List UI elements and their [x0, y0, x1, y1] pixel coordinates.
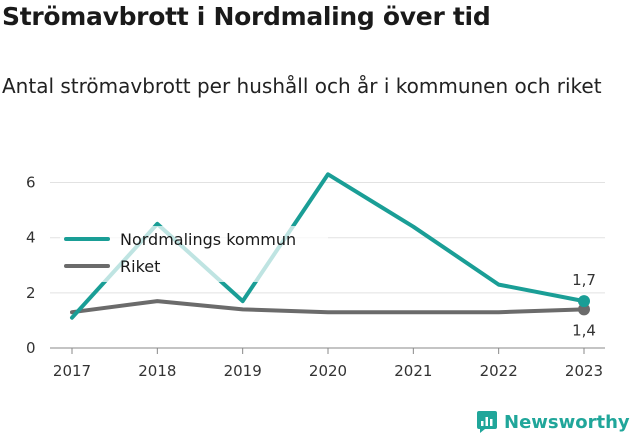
legend-background: [60, 226, 328, 282]
series-line-1: [70, 299, 586, 315]
legend: Nordmalings kommun Riket: [60, 226, 328, 282]
x-tick-label: 2021: [394, 362, 432, 380]
y-tick-label: 0: [26, 339, 36, 357]
x-tick-label: 2019: [224, 362, 262, 380]
brand-name: Newsworthy: [504, 411, 630, 433]
newsworthy-logo-icon: [477, 411, 497, 433]
x-tick-label: 2023: [565, 362, 603, 380]
series-lines: [70, 172, 590, 320]
legend-label: Nordmalings kommun: [120, 230, 296, 249]
x-tick-label: 2020: [309, 362, 347, 380]
x-tick-label: 2022: [480, 362, 518, 380]
legend-label: Riket: [120, 257, 160, 276]
x-tick-label: 2017: [53, 362, 91, 380]
series-line-0: [70, 172, 586, 320]
y-tick-label: 4: [26, 229, 36, 247]
end-value-label: 1,4: [572, 321, 596, 339]
y-axis: 0 2 4 6: [26, 174, 36, 357]
x-axis: 2017 2018 2019 2020 2021 2022 2023: [50, 347, 605, 380]
series-end-point-1: [578, 303, 590, 316]
end-labels: 1,7 1,4: [572, 271, 596, 339]
y-tick-label: 2: [26, 284, 36, 302]
chart-title: Strömavbrott i Nordmaling över tid: [2, 2, 491, 31]
y-tick-label: 6: [26, 174, 36, 192]
chart-subtitle: Antal strömavbrott per hushåll och år i …: [2, 74, 602, 98]
end-value-label: 1,7: [572, 271, 596, 289]
x-tick-label: 2018: [138, 362, 176, 380]
series-end-point-0: [578, 295, 590, 308]
newsworthy-brand: Newsworthy: [476, 407, 630, 437]
